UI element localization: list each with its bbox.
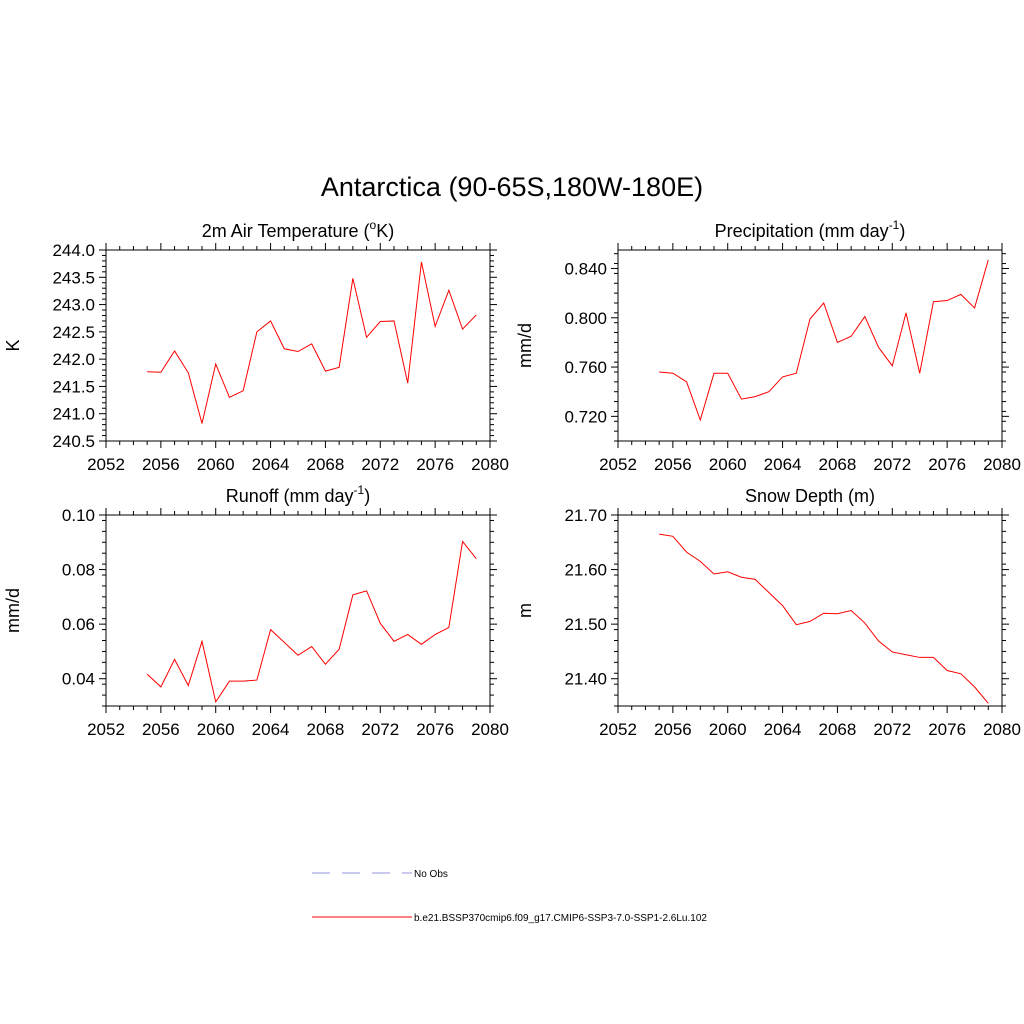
y-axis-label: mm/d bbox=[515, 323, 535, 368]
y-tick-label: 0.10 bbox=[62, 506, 95, 525]
legend-model-label: b.e21.BSSP370cmip6.f09_g17.CMIP6-SSP3-7.… bbox=[414, 913, 707, 924]
x-tick-label: 2080 bbox=[983, 455, 1021, 474]
panel-snow-depth: Snow Depth (m) 2052 2056 2060 2064 2068 2072 20… bbox=[515, 486, 1021, 739]
plot-frame bbox=[105, 249, 491, 442]
x-tick-label: 2056 bbox=[142, 720, 180, 739]
y-tick-label: 21.50 bbox=[564, 615, 607, 634]
x-tick-label: 2052 bbox=[87, 455, 125, 474]
x-tick-label: 2064 bbox=[252, 720, 290, 739]
y-tick-label: 0.760 bbox=[564, 358, 607, 377]
panel-precipitation: Precipitation (mm day-1) 2052 2056 2060 2064… bbox=[515, 218, 1021, 474]
panel-title-superscript: -1 bbox=[889, 218, 900, 232]
x-tick-label: 2080 bbox=[983, 720, 1021, 739]
y-tick-label: 21.40 bbox=[564, 670, 607, 689]
series-line bbox=[146, 540, 477, 704]
y-tick-label: 243.5 bbox=[52, 268, 95, 287]
y-tick-label: 240.5 bbox=[52, 432, 95, 451]
x-tick-label: 2056 bbox=[654, 455, 692, 474]
panel-title: 2m Air Temperature (oK) bbox=[202, 218, 394, 241]
x-tick-label: 2076 bbox=[416, 720, 454, 739]
y-tick-label: 0.800 bbox=[564, 309, 607, 328]
y-tick-label: 0.720 bbox=[564, 407, 607, 426]
panel-title-text: Runoff (mm day bbox=[226, 486, 354, 506]
panel-title-text-end: ) bbox=[899, 221, 905, 241]
y-tick-label: 242.5 bbox=[52, 323, 95, 342]
y-tick-label: 242.0 bbox=[52, 350, 95, 369]
y-tick-label: 244.0 bbox=[52, 241, 95, 260]
x-tick-label: 2056 bbox=[654, 720, 692, 739]
panel-title-text: 2m Air Temperature ( bbox=[202, 221, 370, 241]
panel-title: Runoff (mm day-1) bbox=[226, 483, 370, 506]
page-title: Antarctica (90-65S,180W-180E) bbox=[321, 172, 703, 202]
series-line bbox=[659, 533, 989, 704]
panel-title-superscript: -1 bbox=[354, 483, 365, 497]
panel-title-text-end: K) bbox=[376, 221, 394, 241]
plot-frame bbox=[617, 514, 1003, 707]
x-tick-label: 2076 bbox=[928, 455, 966, 474]
x-tick-label: 2060 bbox=[709, 455, 747, 474]
x-tick-label: 2060 bbox=[197, 720, 235, 739]
y-axis-label: mm/d bbox=[3, 588, 23, 633]
x-tick-label: 2064 bbox=[764, 455, 802, 474]
x-tick-label: 2080 bbox=[471, 720, 509, 739]
x-tick-label: 2068 bbox=[819, 720, 857, 739]
y-tick-label: 241.0 bbox=[52, 405, 95, 424]
panel-air-temperature: 2m Air Temperature (oK) 2052 2056 2060 2064 2… bbox=[3, 218, 509, 474]
x-tick-label: 2056 bbox=[142, 455, 180, 474]
x-tick-label: 2072 bbox=[361, 455, 399, 474]
x-tick-label: 2052 bbox=[599, 455, 637, 474]
series-line bbox=[147, 261, 477, 424]
x-tick-label: 2080 bbox=[471, 455, 509, 474]
x-tick-label: 2064 bbox=[252, 455, 290, 474]
y-tick-label: 241.5 bbox=[52, 377, 95, 396]
y-tick-label: 0.04 bbox=[62, 670, 95, 689]
x-tick-label: 2060 bbox=[709, 720, 747, 739]
series-line bbox=[659, 259, 989, 422]
y-tick-label: 0.08 bbox=[62, 561, 95, 580]
x-tick-label: 2052 bbox=[599, 720, 637, 739]
x-tick-label: 2060 bbox=[197, 455, 235, 474]
panel-title-superscript: o bbox=[370, 218, 377, 232]
y-tick-label: 243.0 bbox=[52, 296, 95, 315]
x-tick-label: 2068 bbox=[307, 455, 345, 474]
panel-title-text-end: ) bbox=[364, 486, 370, 506]
y-axis-label: K bbox=[3, 339, 23, 351]
panel-runoff: Runoff (mm day-1) 2052 2056 2060 2064 2068 207… bbox=[3, 483, 509, 739]
x-tick-label: 2068 bbox=[819, 455, 857, 474]
x-tick-label: 2076 bbox=[928, 720, 966, 739]
x-tick-label: 2072 bbox=[361, 720, 399, 739]
y-tick-label: 0.840 bbox=[564, 259, 607, 278]
legend-obs-label: No Obs bbox=[414, 869, 448, 880]
x-tick-label: 2072 bbox=[873, 455, 911, 474]
plot-frame bbox=[617, 249, 1003, 442]
y-tick-label: 21.60 bbox=[564, 561, 607, 580]
y-tick-label: 0.06 bbox=[62, 615, 95, 634]
x-tick-label: 2076 bbox=[416, 455, 454, 474]
y-tick-label: 21.70 bbox=[564, 506, 607, 525]
x-tick-label: 2072 bbox=[873, 720, 911, 739]
panel-title: Snow Depth (m) bbox=[745, 486, 875, 506]
y-axis-label: m bbox=[515, 603, 535, 618]
plot-frame bbox=[105, 514, 491, 707]
panel-title-text: Snow Depth (m) bbox=[745, 486, 875, 506]
x-tick-label: 2064 bbox=[764, 720, 802, 739]
legend: No Obs b.e21.BSSP370cmip6.f09_g17.CMIP6-… bbox=[312, 869, 707, 924]
panel-title-text: Precipitation (mm day bbox=[715, 221, 889, 241]
panel-title: Precipitation (mm day-1) bbox=[715, 218, 906, 241]
x-tick-label: 2068 bbox=[307, 720, 345, 739]
x-tick-label: 2052 bbox=[87, 720, 125, 739]
